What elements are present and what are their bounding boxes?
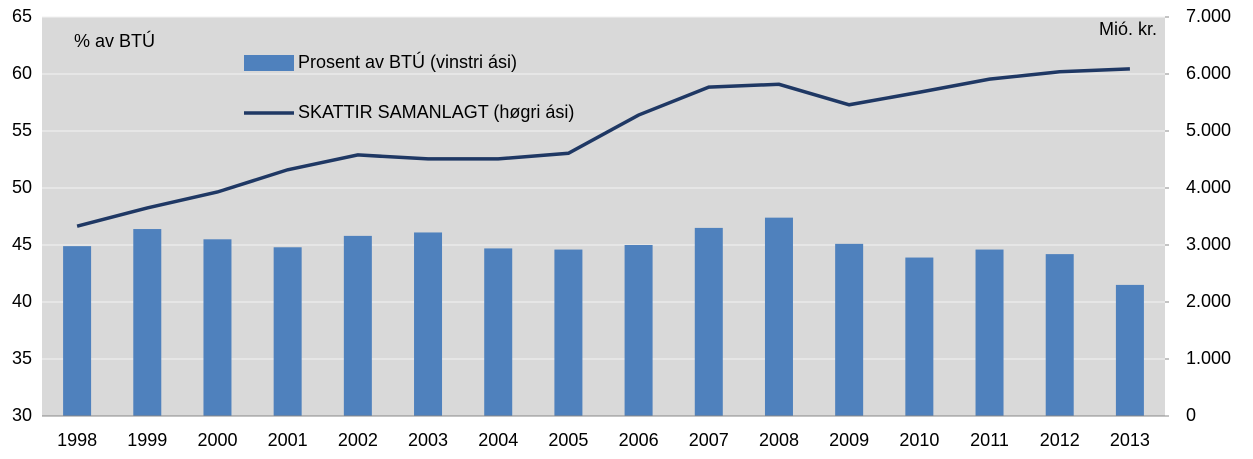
y2-tick-label: 0 — [1186, 405, 1196, 425]
bar — [203, 239, 232, 416]
y2-tick-label: 3.000 — [1186, 234, 1231, 254]
x-tick-label: 2013 — [1110, 430, 1150, 450]
y-tick-label: 40 — [12, 291, 32, 311]
bar — [1045, 254, 1074, 416]
y2-tick-label: 7.000 — [1186, 6, 1231, 26]
y-tick-label: 35 — [12, 348, 32, 368]
x-tick-label: 2008 — [759, 430, 799, 450]
y-axis-label: % av BTÚ — [74, 30, 155, 51]
x-tick-label: 2004 — [478, 430, 518, 450]
x-tick-label: 1998 — [57, 430, 97, 450]
x-tick-label: 2012 — [1040, 430, 1080, 450]
bar — [624, 245, 653, 416]
legend-label: Prosent av BTÚ (vinstri ási) — [298, 51, 517, 72]
bar — [835, 243, 864, 416]
bar — [133, 229, 162, 416]
bar — [343, 235, 372, 416]
y-tick-label: 50 — [12, 177, 32, 197]
y2-tick-label: 6.000 — [1186, 63, 1231, 83]
y2-tick-label: 1.000 — [1186, 348, 1231, 368]
bar — [273, 247, 302, 416]
x-tick-label: 2005 — [548, 430, 588, 450]
y-tick-label: 60 — [12, 63, 32, 83]
bar — [63, 246, 92, 416]
y-tick-label: 45 — [12, 234, 32, 254]
x-tick-label: 2011 — [970, 430, 1009, 450]
bar — [554, 249, 583, 416]
x-tick-label: 1999 — [127, 430, 167, 450]
bar — [414, 232, 443, 416]
line — [76, 67, 1130, 228]
x-tick-label: 2006 — [619, 430, 659, 450]
y2-tick-label: 5.000 — [1186, 120, 1231, 140]
bar — [694, 227, 723, 416]
legend-label: SKATTIR SAMANLAGT (høgri ási) — [298, 102, 574, 122]
bar — [764, 217, 793, 416]
x-tick-label: 2002 — [338, 430, 378, 450]
y2-axis-label: Mió. kr. — [1099, 19, 1157, 39]
x-tick-label: 2000 — [197, 430, 237, 450]
x-tick-label: 2010 — [899, 430, 939, 450]
y-tick-label: 55 — [12, 120, 32, 140]
y2-tick-label: 4.000 — [1186, 177, 1231, 197]
legend-swatch — [244, 55, 294, 71]
x-tick-label: 2003 — [408, 430, 448, 450]
bar — [484, 248, 513, 416]
bar — [1115, 284, 1144, 416]
bar — [905, 257, 934, 416]
x-tick-label: 2007 — [689, 430, 729, 450]
y-tick-label: 65 — [12, 6, 32, 26]
y-tick-label: 30 — [12, 405, 32, 425]
bar — [975, 249, 1004, 416]
x-tick-label: 2009 — [829, 430, 869, 450]
x-tick-label: 2001 — [268, 430, 308, 450]
y2-tick-label: 2.000 — [1186, 291, 1231, 311]
